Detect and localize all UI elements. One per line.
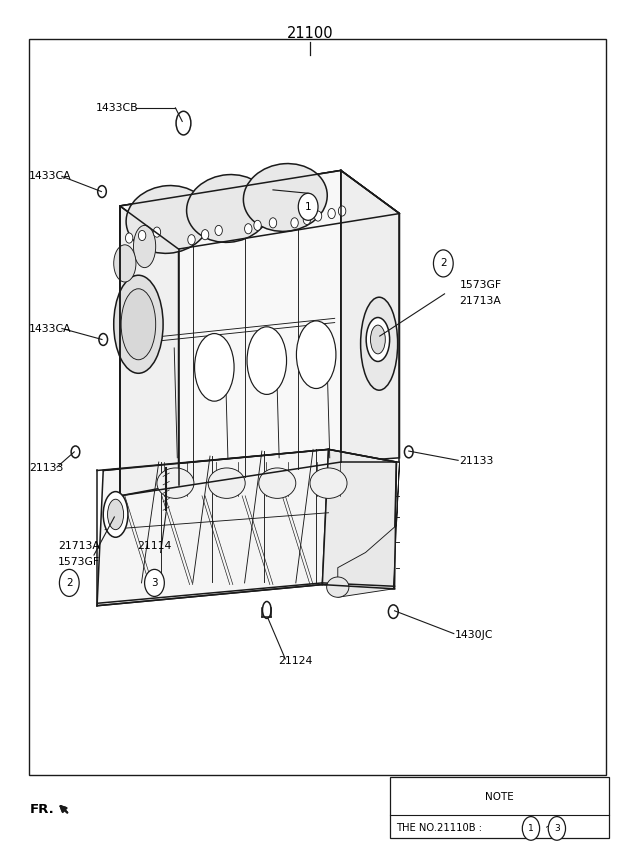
Circle shape bbox=[298, 193, 318, 220]
Text: 1: 1 bbox=[528, 824, 534, 833]
Text: NOTE: NOTE bbox=[485, 792, 514, 802]
Ellipse shape bbox=[104, 492, 128, 538]
Text: 2: 2 bbox=[440, 259, 446, 269]
Circle shape bbox=[314, 211, 322, 221]
Text: 3: 3 bbox=[554, 824, 560, 833]
Circle shape bbox=[153, 227, 161, 237]
Polygon shape bbox=[341, 170, 399, 462]
Polygon shape bbox=[120, 170, 341, 496]
Text: THE NO.21110B :: THE NO.21110B : bbox=[396, 823, 485, 834]
Circle shape bbox=[254, 220, 261, 231]
Ellipse shape bbox=[262, 601, 271, 618]
Text: 21114: 21114 bbox=[137, 541, 172, 550]
Circle shape bbox=[339, 206, 346, 216]
Circle shape bbox=[202, 230, 209, 240]
Text: 1430JC: 1430JC bbox=[455, 630, 494, 640]
Text: 21713A: 21713A bbox=[459, 297, 501, 306]
Circle shape bbox=[144, 569, 164, 596]
Ellipse shape bbox=[259, 468, 296, 499]
Circle shape bbox=[388, 605, 398, 618]
Circle shape bbox=[244, 224, 252, 234]
Polygon shape bbox=[120, 170, 399, 249]
Circle shape bbox=[522, 817, 539, 840]
Ellipse shape bbox=[361, 297, 397, 390]
Polygon shape bbox=[322, 449, 396, 589]
Circle shape bbox=[548, 817, 565, 840]
Ellipse shape bbox=[157, 468, 194, 499]
Circle shape bbox=[98, 186, 106, 198]
Ellipse shape bbox=[113, 245, 136, 282]
Ellipse shape bbox=[244, 164, 327, 232]
Ellipse shape bbox=[327, 577, 349, 597]
Ellipse shape bbox=[366, 317, 389, 361]
Text: 21713A: 21713A bbox=[58, 541, 100, 550]
Circle shape bbox=[303, 215, 311, 225]
Ellipse shape bbox=[371, 325, 385, 354]
Bar bbox=[29, 39, 606, 775]
Ellipse shape bbox=[126, 186, 210, 254]
Circle shape bbox=[71, 446, 80, 458]
Ellipse shape bbox=[296, 321, 336, 388]
Text: 21133: 21133 bbox=[29, 463, 63, 473]
Ellipse shape bbox=[208, 468, 245, 499]
Circle shape bbox=[215, 226, 223, 236]
Ellipse shape bbox=[187, 175, 270, 243]
Text: 3: 3 bbox=[151, 577, 157, 588]
Text: 1573GF: 1573GF bbox=[58, 557, 100, 566]
Ellipse shape bbox=[310, 468, 347, 499]
Circle shape bbox=[125, 233, 133, 243]
Ellipse shape bbox=[176, 111, 191, 135]
Polygon shape bbox=[97, 449, 329, 605]
Circle shape bbox=[188, 235, 195, 245]
Text: 1433CA: 1433CA bbox=[29, 171, 72, 181]
Text: 21100: 21100 bbox=[286, 26, 334, 41]
Circle shape bbox=[328, 209, 335, 219]
Circle shape bbox=[60, 569, 79, 596]
Text: 21133: 21133 bbox=[459, 456, 494, 466]
Polygon shape bbox=[120, 206, 179, 496]
Circle shape bbox=[404, 446, 413, 458]
Circle shape bbox=[99, 333, 107, 345]
Polygon shape bbox=[338, 462, 399, 597]
Circle shape bbox=[291, 218, 298, 228]
Circle shape bbox=[433, 250, 453, 277]
Text: 1: 1 bbox=[305, 202, 311, 212]
Text: 1433CB: 1433CB bbox=[96, 103, 138, 113]
Circle shape bbox=[269, 218, 277, 228]
Ellipse shape bbox=[133, 226, 156, 268]
Bar bbox=[390, 778, 609, 838]
Ellipse shape bbox=[247, 326, 286, 394]
Text: 2: 2 bbox=[66, 577, 73, 588]
Text: 21124: 21124 bbox=[278, 656, 312, 666]
Ellipse shape bbox=[113, 276, 163, 373]
Ellipse shape bbox=[107, 499, 123, 530]
Ellipse shape bbox=[121, 289, 156, 360]
Circle shape bbox=[138, 231, 146, 241]
Text: ~: ~ bbox=[544, 823, 553, 834]
Text: FR.: FR. bbox=[30, 803, 55, 816]
Ellipse shape bbox=[195, 333, 234, 401]
Text: 1433CA: 1433CA bbox=[29, 324, 72, 334]
Text: 1573GF: 1573GF bbox=[459, 281, 502, 290]
